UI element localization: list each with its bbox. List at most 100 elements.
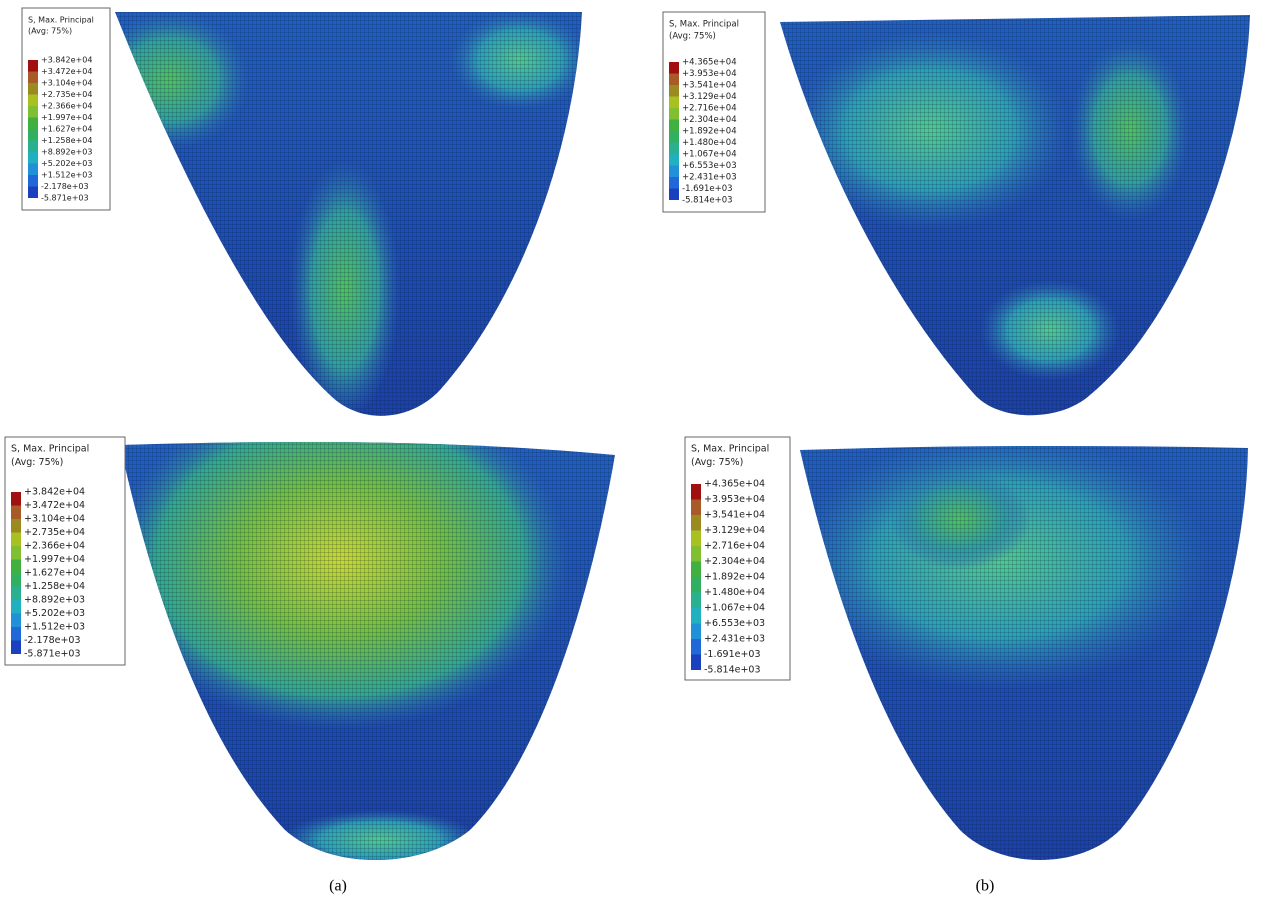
- legend-label: -1.691e+03: [682, 184, 733, 194]
- legend-swatch: [11, 519, 21, 533]
- legend-swatch: [11, 533, 21, 547]
- legend-swatch: [669, 74, 679, 86]
- legend-swatch: [691, 484, 701, 500]
- legend-swatch: [669, 108, 679, 120]
- legend-label: +3.472e+04: [24, 500, 85, 511]
- legend-swatch: [28, 129, 38, 141]
- legend-label: +2.366e+04: [24, 541, 85, 552]
- legend-label: +3.953e+04: [704, 494, 765, 505]
- legend-swatch: [669, 131, 679, 143]
- legend-label: +2.431e+03: [704, 634, 765, 645]
- legend-label: +6.553e+03: [682, 161, 737, 171]
- mesh-shape: [770, 0, 1270, 430]
- legend-subtitle: (Avg: 75%): [11, 457, 63, 468]
- mesh-shape: [90, 0, 600, 430]
- legend-swatch: [28, 175, 38, 187]
- legend-swatch: [28, 118, 38, 130]
- legend-swatch: [11, 614, 21, 628]
- legend-swatch: [28, 72, 38, 84]
- legend-subtitle: (Avg: 75%): [669, 31, 716, 41]
- legend-label: +1.067e+04: [682, 150, 737, 160]
- legend-swatch: [28, 141, 38, 153]
- legend-label: +2.304e+04: [682, 115, 737, 125]
- legend-label: +1.258e+04: [24, 581, 85, 592]
- legend-swatch: [11, 506, 21, 520]
- legend-swatch: [28, 152, 38, 164]
- legend-subtitle: (Avg: 75%): [691, 457, 743, 468]
- mesh-shape: [790, 430, 1260, 880]
- legend-label: +8.892e+03: [24, 595, 85, 606]
- legend-swatch: [669, 62, 679, 74]
- legend-label: +3.104e+04: [41, 79, 92, 88]
- legend-label: +3.541e+04: [704, 510, 765, 521]
- legend-swatch: [11, 560, 21, 574]
- legend-label: +3.472e+04: [41, 67, 92, 76]
- legend-label: +5.202e+03: [41, 159, 92, 168]
- legend-label: -5.814e+03: [682, 196, 733, 206]
- legend-swatch: [669, 177, 679, 189]
- legend-label: +2.431e+03: [682, 173, 737, 183]
- legend-swatch: [11, 573, 21, 587]
- legend-swatch: [691, 608, 701, 624]
- caption: (b): [976, 878, 995, 895]
- mesh-shape: [110, 390, 630, 880]
- legend-label: -1.691e+03: [704, 649, 761, 660]
- legend-swatch: [691, 577, 701, 593]
- legend-label: +3.129e+04: [704, 525, 765, 536]
- legend-swatch: [669, 85, 679, 97]
- legend-label: +3.953e+04: [682, 69, 737, 79]
- legend-label: +1.067e+04: [704, 603, 765, 614]
- legend-title: S, Max. Principal: [11, 444, 89, 455]
- legend-swatch: [669, 189, 679, 201]
- legend-label: +1.480e+04: [682, 138, 737, 148]
- legend-label: -5.871e+03: [41, 194, 89, 203]
- legend-label: +1.512e+03: [41, 171, 92, 180]
- legend-label: +1.627e+04: [24, 568, 85, 579]
- legend-swatch: [11, 492, 21, 506]
- legend-label: +1.892e+04: [704, 572, 765, 583]
- legend-swatch: [28, 95, 38, 107]
- legend-label: +1.258e+04: [41, 136, 92, 145]
- legend-swatch: [669, 143, 679, 155]
- legend-swatch: [11, 627, 21, 641]
- legend-swatch: [691, 624, 701, 640]
- legend-title: S, Max. Principal: [669, 20, 739, 30]
- legend-label: +2.716e+04: [682, 104, 737, 114]
- legend-label: +1.512e+03: [24, 622, 85, 633]
- legend-label: -2.178e+03: [24, 635, 81, 646]
- legend-swatch: [691, 655, 701, 671]
- legend-label: -5.814e+03: [704, 665, 761, 676]
- legend-swatch: [691, 546, 701, 562]
- legend-swatch: [11, 600, 21, 614]
- legend-label: -5.871e+03: [24, 649, 81, 660]
- legend-swatch: [691, 562, 701, 578]
- legend-swatch: [669, 166, 679, 178]
- legend-swatch: [11, 641, 21, 655]
- legend-label: +3.541e+04: [682, 81, 737, 91]
- legend-label: +1.997e+04: [41, 113, 92, 122]
- legend-label: +2.735e+04: [24, 527, 85, 538]
- legend-swatch: [28, 164, 38, 176]
- legend-swatch: [669, 97, 679, 109]
- legend-label: +2.304e+04: [704, 556, 765, 567]
- legend-swatch: [691, 639, 701, 655]
- caption: (a): [329, 878, 347, 895]
- legend-swatch: [669, 154, 679, 166]
- legend-subtitle: (Avg: 75%): [28, 27, 72, 36]
- legend-label: +3.104e+04: [24, 514, 85, 525]
- legend-swatch: [669, 120, 679, 132]
- legend-label: +1.892e+04: [682, 127, 737, 137]
- legend-swatch: [28, 187, 38, 199]
- legend-label: +1.627e+04: [41, 125, 92, 134]
- legend-title: S, Max. Principal: [691, 444, 769, 455]
- legend-label: +3.129e+04: [682, 92, 737, 102]
- legend-label: +5.202e+03: [24, 608, 85, 619]
- legend-title: S, Max. Principal: [28, 16, 94, 25]
- legend-label: +3.842e+04: [24, 487, 85, 498]
- legend-swatch: [691, 500, 701, 516]
- legend-swatch: [691, 531, 701, 547]
- legend-swatch: [691, 593, 701, 609]
- legend-label: +3.842e+04: [41, 56, 92, 65]
- legend-label: +2.716e+04: [704, 541, 765, 552]
- legend-swatch: [28, 60, 38, 72]
